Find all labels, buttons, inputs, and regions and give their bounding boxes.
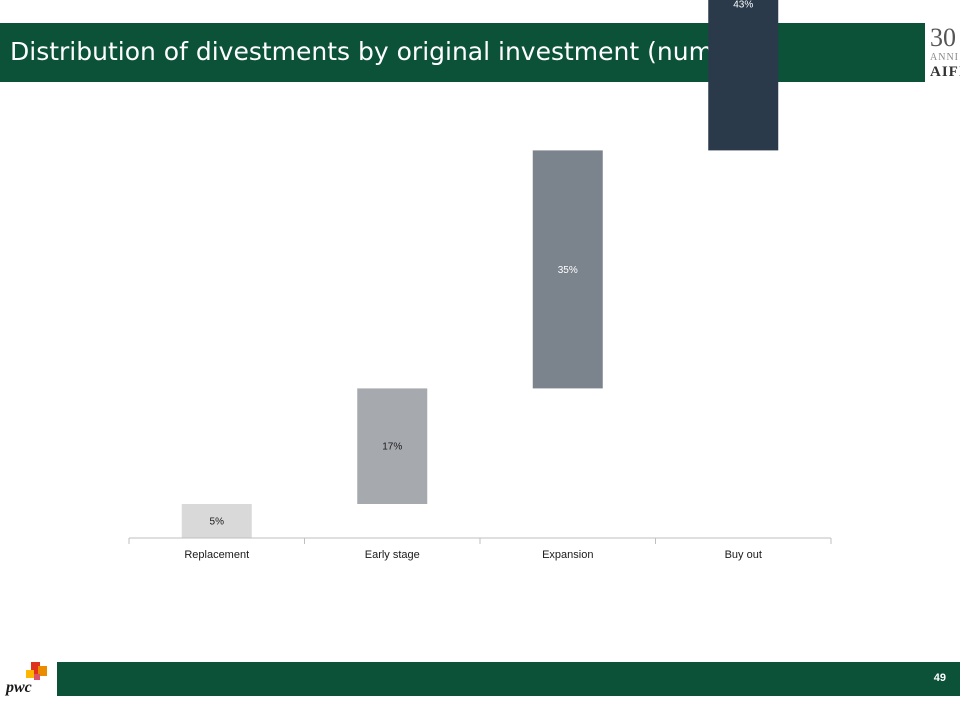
chart-bars: 5% 17% 35% 43% [181,0,779,538]
logo-number: 30 [930,24,956,52]
page-number: 49 [933,672,946,684]
bar-expansion [532,150,603,389]
logo-brand: AIFI [930,64,960,80]
logo-word: ANNI [930,52,959,63]
pwc-wordmark: pwc [6,679,32,696]
bar-buy-out [708,0,779,151]
data-label: 17% [382,442,402,453]
tick-label: Expansion [542,549,593,561]
data-label: 5% [210,517,225,528]
pwc-logo: pwc [4,660,56,700]
footer-bar: 49 [57,662,960,696]
tick-label: Early stage [365,549,420,561]
page-title: Distribution of divestments by original … [10,37,765,66]
bar-early-stage [357,388,428,504]
data-label: 35% [558,265,578,276]
category-labels: Replacement Early stage Expansion Buy out [184,549,762,561]
data-label: 43% [733,0,753,11]
tick-label: Replacement [184,549,249,561]
aifi-30-anniversary-logo: 30 ANNI AIFI [928,24,960,82]
tick-label: Buy out [725,549,762,561]
bar-replacement [181,504,252,538]
chart-axis [128,537,832,544]
pwc-logo-mark [26,662,47,680]
